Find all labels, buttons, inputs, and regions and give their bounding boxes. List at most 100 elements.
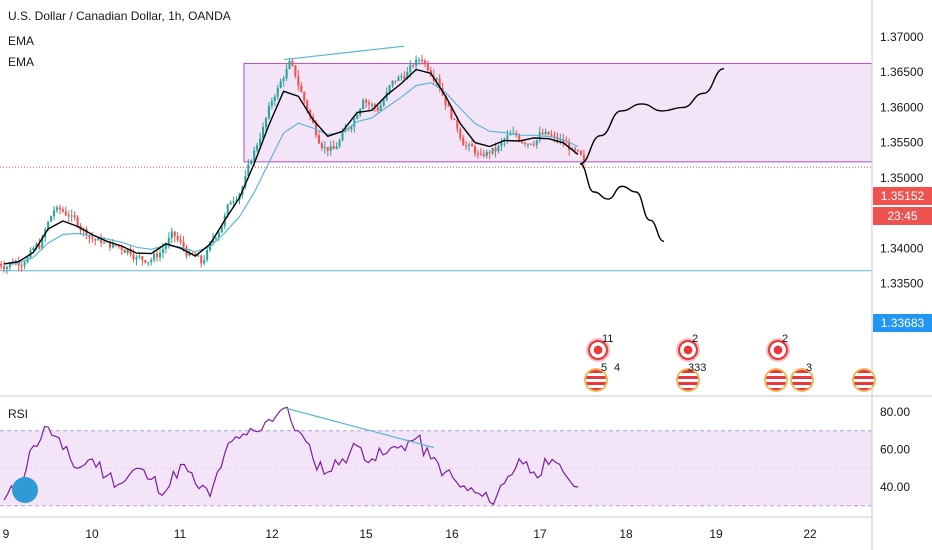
candle-body: [526, 143, 529, 145]
candle-body: [235, 199, 238, 202]
candle-body: [309, 110, 312, 117]
price-axis[interactable]: 1.370001.365001.360001.355001.350001.345…: [880, 30, 924, 326]
candle-body: [129, 248, 132, 255]
candle-body: [288, 60, 291, 69]
candle-body: [412, 65, 415, 67]
candle-body: [341, 132, 344, 141]
candle-body: [456, 119, 459, 129]
candle-body: [332, 146, 335, 150]
rsi-tick-label: 40.00: [880, 480, 910, 494]
candle-body: [462, 137, 465, 146]
candle-body: [403, 76, 406, 79]
candle-body: [226, 204, 229, 216]
candle-body: [217, 232, 220, 238]
candle-body: [73, 215, 76, 218]
canada-flag-icon[interactable]: [766, 338, 790, 362]
candle-body: [382, 99, 385, 106]
candle-body: [579, 150, 582, 155]
candle-body: [500, 141, 503, 146]
us-flag-icon[interactable]: [852, 368, 876, 392]
time-tick-label: 9: [3, 527, 10, 541]
candle-body: [138, 256, 141, 258]
candle-body: [91, 237, 94, 240]
candle-body: [409, 65, 412, 72]
time-tick-label: 12: [265, 527, 279, 541]
projection-path-up[interactable]: [579, 68, 725, 165]
candle-body: [550, 134, 553, 136]
candle-body: [535, 140, 538, 145]
candle-body: [370, 104, 373, 106]
candle-body: [267, 105, 270, 118]
candle-body: [197, 255, 200, 257]
us-flag-icon[interactable]: [584, 368, 608, 392]
candle-body: [17, 262, 20, 266]
candle-body: [497, 145, 500, 152]
candle-body: [244, 176, 247, 187]
indicator-ema-2[interactable]: EMA: [8, 55, 35, 69]
canada-flag-icon[interactable]: [586, 338, 610, 362]
rsi-line[interactable]: [3, 406, 579, 506]
candle-body: [459, 128, 462, 138]
candle-body: [256, 144, 259, 151]
candle-body: [167, 238, 170, 246]
candle-body: [494, 147, 497, 152]
candle-body: [326, 147, 329, 151]
rsi-axis[interactable]: 80.00 60.00 40.00: [880, 405, 910, 494]
candle-body: [521, 140, 524, 143]
candle-body: [285, 68, 288, 79]
candle-body: [103, 242, 106, 244]
price-tick-label: 1.37000: [880, 30, 924, 44]
candle-body: [164, 245, 167, 249]
candle-body: [400, 76, 403, 78]
time-axis[interactable]: 9 10 11 12 15 16 17 18 19 22: [3, 527, 817, 541]
candle-body: [435, 78, 438, 81]
candle-body: [117, 245, 120, 247]
candle-body: [58, 207, 61, 210]
range-box[interactable]: [243, 62, 873, 163]
candle-body: [294, 65, 297, 77]
candle-body: [547, 131, 550, 135]
canada-flag-icon[interactable]: [676, 338, 700, 362]
time-tick-label: 16: [445, 527, 459, 541]
us-flag-icon[interactable]: [764, 368, 788, 392]
candle-body: [491, 147, 494, 154]
candle-body: [388, 85, 391, 92]
candle-body: [5, 267, 8, 269]
us-flag-icon[interactable]: [790, 368, 814, 392]
candle-body: [158, 252, 162, 258]
candle-body: [562, 139, 565, 143]
candle-body: [132, 254, 135, 260]
time-tick-label: 17: [533, 527, 547, 541]
candle-body: [444, 95, 447, 105]
rsi-label[interactable]: RSI: [8, 407, 29, 421]
candle-body: [320, 143, 323, 149]
event-count: 2: [782, 333, 789, 345]
price-pane[interactable]: [0, 45, 873, 274]
candle-body: [559, 139, 562, 141]
candle-body: [397, 77, 400, 82]
candle-body: [179, 239, 182, 242]
rsi-pane[interactable]: [0, 406, 872, 507]
rsi-trend-line[interactable]: [285, 407, 435, 449]
ema-fast-line[interactable]: [3, 68, 579, 265]
time-tick-label: 18: [619, 527, 633, 541]
candle-body: [220, 225, 223, 233]
candle-body: [576, 149, 580, 151]
projection-path-down[interactable]: [579, 163, 665, 243]
candle-body: [356, 115, 359, 119]
trend-line[interactable]: [283, 45, 405, 61]
indicator-ema-1[interactable]: EMA: [8, 34, 35, 48]
candle-body: [141, 256, 144, 261]
candle-body: [120, 246, 123, 250]
candle-body: [50, 216, 53, 222]
candle-body: [161, 248, 164, 253]
candle-body: [465, 145, 468, 147]
candle-body: [276, 87, 279, 97]
tradingview-logo-icon[interactable]: [12, 477, 38, 503]
candle-body: [574, 148, 577, 150]
candle-body: [206, 250, 209, 260]
us-flag-icon[interactable]: [676, 368, 700, 392]
candle-body: [544, 131, 547, 135]
candle-body: [253, 150, 256, 161]
